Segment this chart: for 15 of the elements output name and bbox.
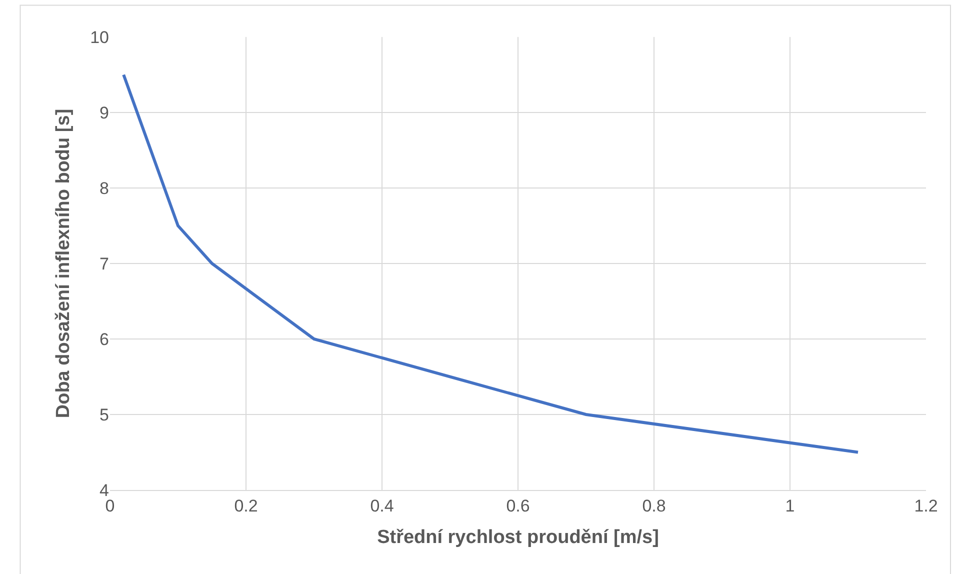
x-tick-label: 0.8 xyxy=(642,496,666,516)
x-tick-label: 1.2 xyxy=(914,496,938,516)
y-tick-label: 10 xyxy=(90,28,109,47)
y-tick-label: 9 xyxy=(100,103,109,122)
y-tick-label: 8 xyxy=(100,178,109,198)
x-axis-title: Střední rychlost proudění [m/s] xyxy=(377,527,659,548)
y-tick-label: 5 xyxy=(100,405,109,424)
line-series xyxy=(122,73,860,454)
x-tick-label: 1 xyxy=(785,496,795,516)
x-tick-label: 0.6 xyxy=(506,496,530,516)
y-tick-label: 7 xyxy=(100,254,109,274)
y-axis-title: Doba dosažení inflexního bodu [s] xyxy=(52,108,74,418)
x-tick-label: 0.4 xyxy=(370,496,394,516)
y-tick-label: 6 xyxy=(100,330,109,349)
x-tick-label: 0.2 xyxy=(234,496,258,516)
